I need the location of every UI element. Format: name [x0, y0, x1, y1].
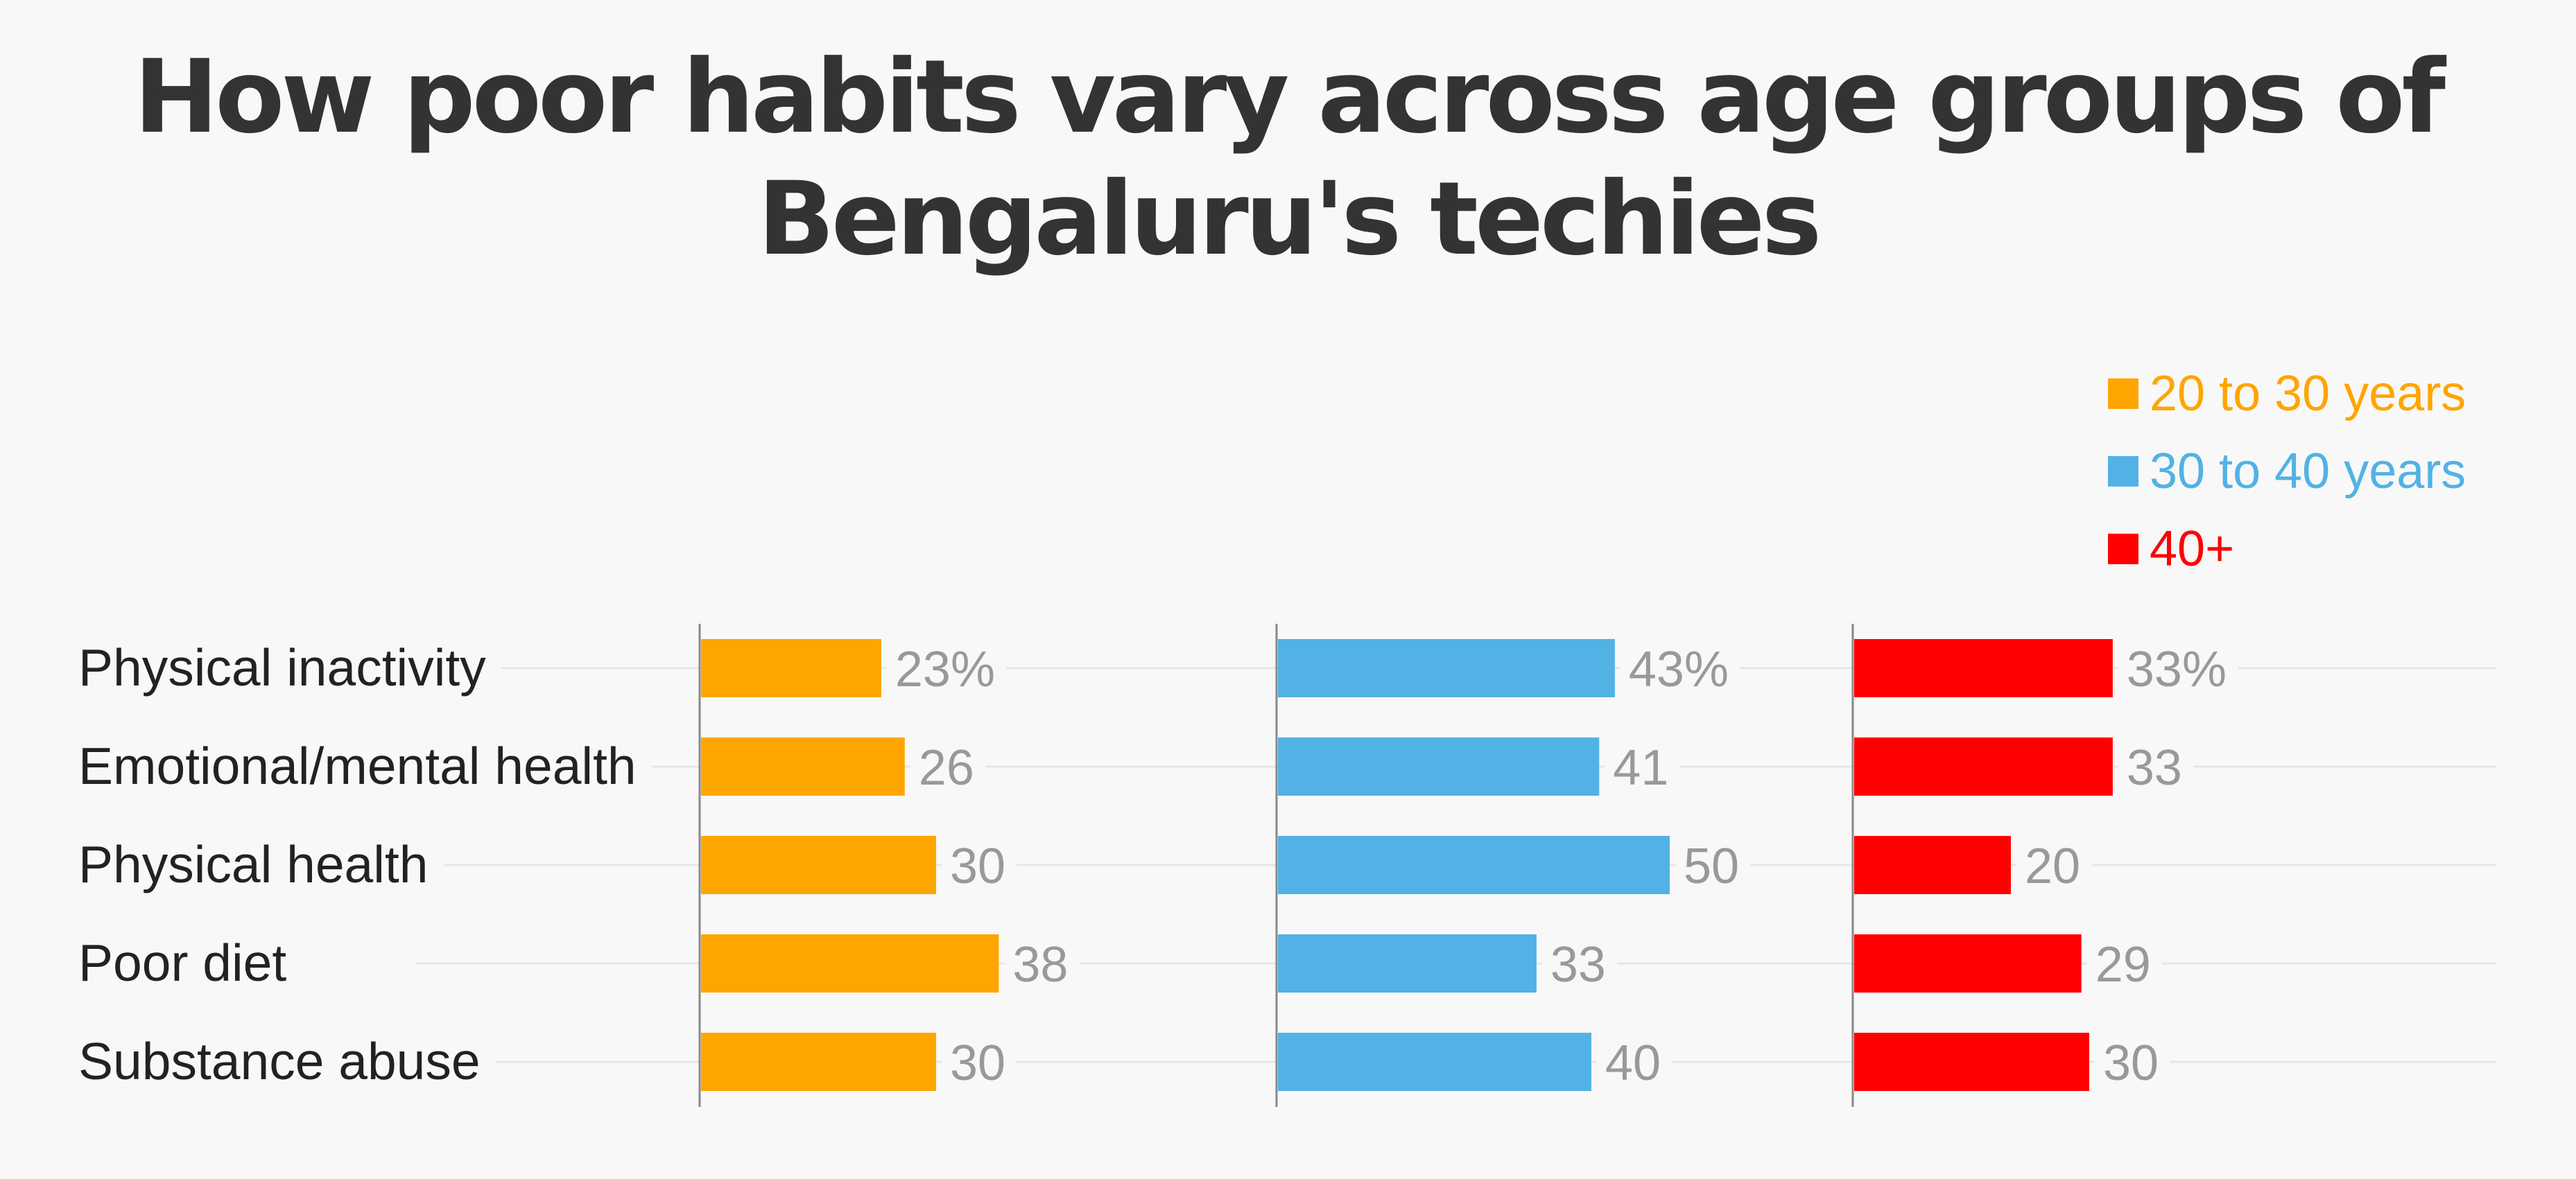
category-label: Physical health: [78, 835, 428, 893]
legend-label: 30 to 40 years: [2150, 444, 2466, 499]
category-label-backdrop: [74, 636, 501, 700]
bar: [1854, 1033, 2089, 1091]
value-label-backdrop: [886, 638, 1007, 699]
value-label: 43%: [1629, 642, 1729, 697]
bar: [1854, 836, 2011, 894]
category-label-backdrop: [74, 833, 444, 897]
value-label-backdrop: [942, 835, 1017, 896]
value-label: 23%: [895, 642, 995, 697]
value-label: 33: [2127, 740, 2182, 796]
bar: [1278, 836, 1670, 894]
value-label-backdrop: [1004, 933, 1080, 994]
bar: [701, 737, 905, 796]
legend-item-20-to-30: 20 to 30 years: [2108, 355, 2466, 433]
value-label: 50: [1684, 839, 1739, 894]
bar: [701, 639, 881, 697]
value-label-backdrop: [2095, 1031, 2170, 1092]
value-label: 41: [1613, 740, 1668, 796]
value-label-backdrop: [1597, 1031, 1672, 1092]
value-label: 38: [1012, 937, 1068, 993]
value-label: 30: [2103, 1036, 2159, 1091]
value-label: 33: [1550, 937, 1606, 993]
value-label-backdrop: [1541, 933, 1617, 994]
value-label-backdrop: [910, 736, 985, 797]
value-label-backdrop: [1605, 736, 1680, 797]
category-label: Physical inactivity: [78, 638, 486, 697]
bar: [1278, 639, 1615, 697]
legend-label: 40+: [2150, 521, 2235, 577]
category-label-backdrop: [74, 1030, 496, 1094]
category-label-backdrop: [74, 735, 652, 798]
value-label: 40: [1605, 1036, 1661, 1091]
bar: [1278, 1033, 1591, 1091]
value-label-backdrop: [2118, 736, 2193, 797]
chart-title-line: How poor habits vary across age groups o…: [133, 38, 2446, 156]
bar: [701, 836, 936, 894]
category-label: Substance abuse: [78, 1032, 481, 1090]
bar: [1854, 934, 2082, 993]
value-label-backdrop: [2086, 933, 2162, 994]
legend-label: 20 to 30 years: [2150, 366, 2466, 421]
value-label: 30: [950, 839, 1005, 894]
value-label: 33%: [2127, 642, 2227, 697]
value-label-backdrop: [1620, 638, 1740, 699]
value-label-backdrop: [2118, 638, 2238, 699]
value-label-backdrop: [942, 1031, 1017, 1092]
bar: [1278, 737, 1600, 796]
value-label: 29: [2095, 937, 2151, 993]
category-label: Poor diet: [78, 934, 286, 992]
bar: [1854, 737, 2113, 796]
legend: 20 to 30 years 30 to 40 years 40+: [2108, 355, 2466, 588]
value-label: 30: [950, 1036, 1005, 1091]
value-label: 26: [919, 740, 974, 796]
bar: [1854, 639, 2113, 697]
legend-swatch: [2108, 456, 2138, 487]
chart-title-line: Bengaluru's techies: [757, 160, 1822, 278]
legend-item-40-plus: 40+: [2108, 510, 2466, 588]
category-label-backdrop: [74, 932, 302, 995]
bar: [701, 934, 999, 993]
value-label-backdrop: [1675, 835, 1751, 896]
bar: [701, 1033, 936, 1091]
legend-swatch: [2108, 378, 2138, 409]
value-label-backdrop: [2016, 835, 2092, 896]
legend-item-30-to-40: 30 to 40 years: [2108, 433, 2466, 510]
legend-swatch: [2108, 534, 2138, 564]
category-label: Emotional/mental health: [78, 737, 637, 795]
chart-title: How poor habits vary across age groups o…: [0, 36, 2576, 280]
value-label: 20: [2025, 839, 2080, 894]
bar: [1278, 934, 1537, 993]
